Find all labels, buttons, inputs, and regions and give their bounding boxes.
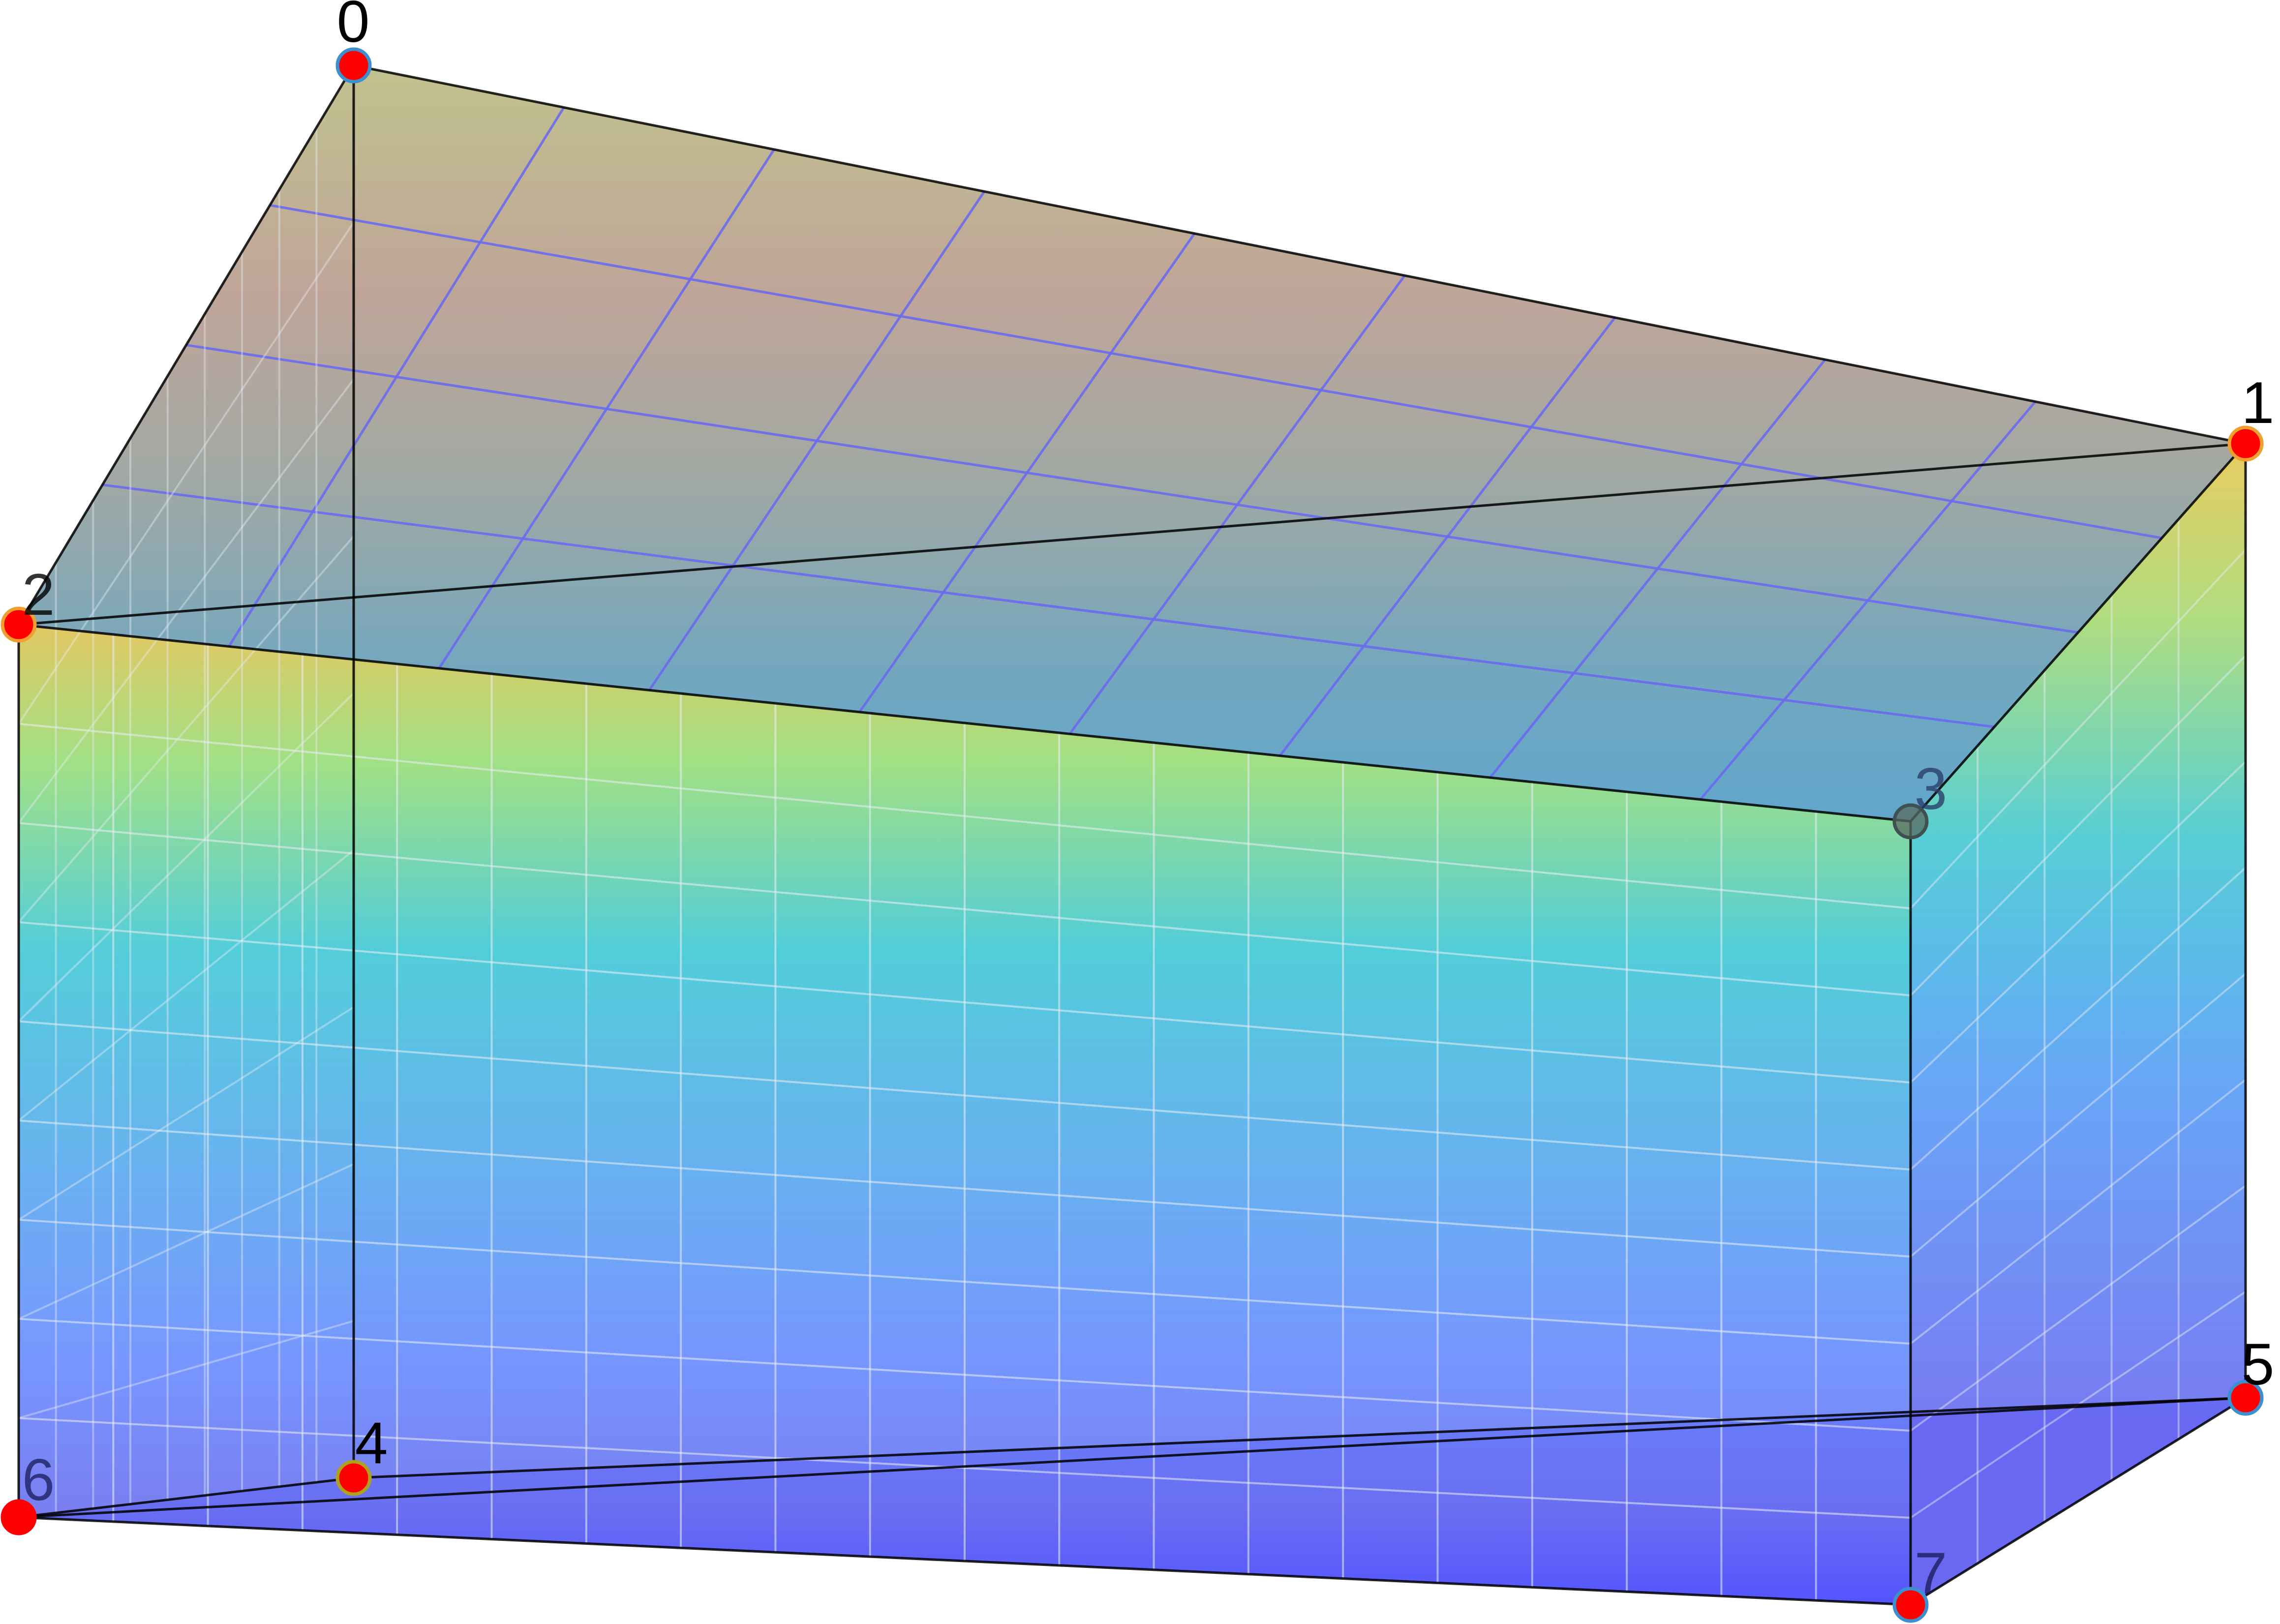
edge-5-7 — [1910, 1396, 2247, 1606]
vertex-2-label: 2 — [22, 562, 55, 628]
labels-layer: 0 1 2 3 4 5 6 7 — [22, 0, 2275, 1606]
vertex-6-label: 6 — [22, 1447, 55, 1513]
edge-4-5 — [353, 1396, 2246, 1479]
top-face-grid — [102, 107, 2162, 801]
vertex-7-marker — [1892, 1587, 1929, 1623]
vertex-1-marker — [2227, 425, 2264, 462]
vertex-5-marker — [2227, 1380, 2264, 1416]
edge-4-6 — [18, 1476, 354, 1519]
top-face-grid-v-line — [102, 483, 1995, 728]
left-face-grid-v-line — [18, 1320, 354, 1419]
vertex-4-label: 4 — [355, 1410, 388, 1476]
front-face-grid-v-line — [18, 722, 1911, 909]
vertex-6-marker — [0, 1499, 37, 1535]
edge-6-7 — [18, 1516, 1911, 1606]
top-face-grid-v-line — [270, 204, 2162, 540]
vertex-0-marker — [335, 47, 372, 84]
edges-layer — [17, 64, 2247, 1606]
left-face-grid-v-line — [18, 222, 355, 724]
front-face-grid-v-line — [18, 1020, 1911, 1171]
vertex-3-marker — [1892, 803, 1929, 840]
vertex-2-marker — [0, 606, 37, 643]
vertex-7-label: 7 — [1915, 1540, 1947, 1606]
left-face-grid — [18, 127, 355, 1513]
vertices-layer — [0, 47, 2264, 1623]
left-face-grid-v-line — [18, 379, 355, 824]
front-face-grid-v-line — [18, 1318, 1911, 1432]
left-face-grid-v-line — [18, 1006, 355, 1221]
edge-1-3 — [1910, 443, 2247, 822]
right-face — [1911, 444, 2246, 1605]
top-face-grid-v-line — [186, 344, 2078, 634]
left-face-grid-v-line — [18, 536, 355, 923]
right-face-grid-v-line — [1910, 655, 2247, 996]
edge-6-5 — [18, 1396, 2246, 1519]
vertex-4-marker — [335, 1460, 372, 1496]
right-face-grid-v-line — [1910, 867, 2247, 1171]
front-face-grid — [18, 634, 1911, 1601]
left-face-grid-v-line — [18, 1163, 354, 1320]
right-face-grid-v-line — [1910, 1185, 2247, 1432]
edge-2-1 — [18, 442, 2246, 626]
front-face-grid-v-line — [18, 921, 1911, 1083]
edge-0-2 — [17, 64, 355, 626]
vertex-5-label: 5 — [2242, 1331, 2275, 1397]
top-face — [19, 65, 2246, 821]
right-face-grid-v-line — [1910, 761, 2247, 1083]
right-face-grid-v-line — [1910, 1079, 2247, 1345]
left-face-grid-v-line — [18, 692, 355, 1023]
front-face-grid-v-line — [18, 1219, 1911, 1345]
vertex-0-label: 0 — [337, 0, 370, 55]
front-face-grid-v-line — [18, 822, 1911, 996]
vertex-1-label: 1 — [2242, 370, 2275, 436]
vertex-3-label: 3 — [1915, 756, 1947, 822]
left-face-grid-v-line — [18, 849, 355, 1121]
right-face-grid-v-line — [1910, 973, 2247, 1258]
edge-0-1 — [353, 64, 2246, 445]
front-face-grid-v-line — [18, 1417, 1911, 1519]
grid-layer — [18, 107, 2247, 1601]
right-face-grid — [1910, 519, 2247, 1564]
front-face-grid-v-line — [18, 1119, 1911, 1258]
edge-2-3 — [18, 623, 1911, 823]
right-face-grid-v-line — [1910, 549, 2247, 909]
